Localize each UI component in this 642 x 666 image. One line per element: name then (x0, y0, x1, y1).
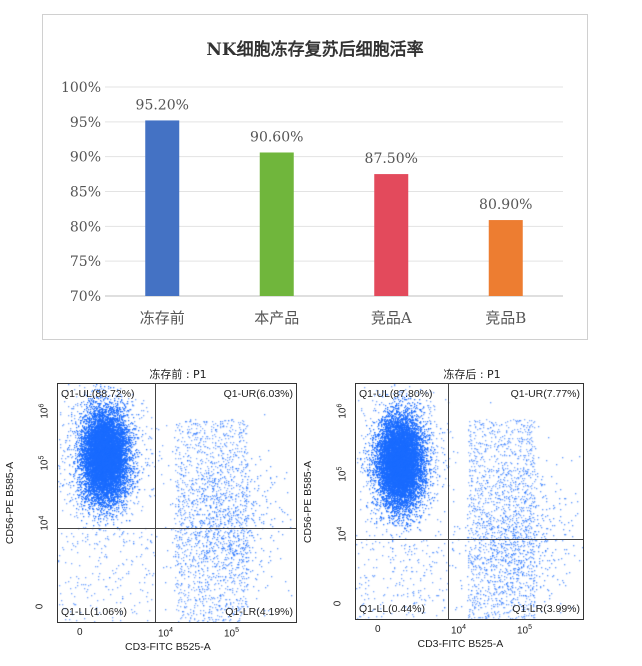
category-label: 竞品B (485, 309, 526, 327)
x-tick-label: 0 (77, 627, 83, 638)
data-label: 87.50% (365, 151, 418, 167)
bar-chart-svg: NK细胞冻存复苏后细胞活率 70% 75% 80% 85% 90% 95% 100% 95.2… (61, 39, 563, 327)
scatter-points (58, 384, 296, 622)
bar-chart: NK细胞冻存复苏后细胞活率 70% 75% 80% 85% 90% 95% 100% 95.2… (42, 14, 588, 340)
quadrant-horizontal-gate[interactable] (356, 539, 583, 540)
y-axis-label: CD56-PE B585-A (302, 460, 315, 543)
y-tick-label: 75% (70, 254, 101, 270)
quadrant-horizontal-gate[interactable] (58, 528, 296, 529)
y-tick-label: 0 (332, 600, 344, 607)
plot-title: 冻存后 : P1 (443, 368, 501, 381)
quadrant-label-ll: Q1-LL(1.06%) (61, 606, 127, 618)
quadrant-vertical-gate[interactable] (448, 384, 449, 619)
data-label: 95.20% (136, 97, 189, 113)
chart-title: NK细胞冻存复苏后细胞活率 (206, 39, 423, 60)
quadrant-label-ur: Q1-UR(6.03%) (223, 388, 293, 400)
quadrant-label-ur: Q1-UR(7.77%) (510, 388, 580, 400)
data-label: 90.60% (250, 129, 303, 145)
x-axis-label: CD3-FITC B525-A (417, 638, 504, 650)
quadrant-label-lr: Q1-LR(4.19%) (225, 606, 293, 618)
quadrant-label-lr: Q1-LR(3.99%) (512, 603, 580, 615)
quadrant-vertical-gate[interactable] (155, 384, 156, 622)
category-label: 竞品A (371, 309, 412, 327)
plot-area: Q1-UL(88.72%) Q1-UR(6.03%) Q1-LL(1.06%) Q1-… (57, 383, 297, 623)
x-tick-label: 105 (224, 627, 240, 640)
y-tick-label: 85% (70, 185, 101, 201)
x-tick-label: 105 (517, 624, 533, 637)
y-tick-label: 90% (70, 150, 101, 166)
y-tick-label: 104 (38, 515, 51, 531)
y-tick-label: 105 (336, 466, 349, 482)
plot-title: 冻存前 : P1 (149, 368, 207, 381)
bar-3 (488, 220, 523, 296)
data-label: 80.90% (479, 197, 532, 213)
x-axis-label: CD3-FITC B525-A (125, 641, 211, 653)
quadrant-label-ll: Q1-LL(0.44%) (359, 603, 425, 615)
y-tick-label: 80% (70, 219, 101, 235)
x-tick-label: 104 (451, 624, 467, 637)
plot-area: Q1-UL(87.80%) Q1-UR(7.77%) Q1-LL(0.44%) Q1-… (355, 383, 584, 620)
category-label: 冻存前 (140, 309, 185, 327)
y-tick-label: 106 (336, 403, 349, 419)
bar-0 (145, 120, 180, 296)
bar-2 (374, 174, 409, 296)
y-tick-label: 95% (70, 115, 101, 131)
y-tick-label: 70% (70, 289, 101, 305)
x-tick-label: 0 (375, 624, 381, 635)
y-tick-label: 104 (336, 526, 349, 542)
quadrant-label-ul: Q1-UL(88.72%) (61, 388, 135, 400)
y-tick-label: 106 (38, 403, 51, 419)
y-tick-label: 105 (38, 455, 51, 471)
y-tick-label: 100% (61, 80, 101, 96)
y-axis-label: CD56-PE B585-A (4, 461, 17, 545)
y-tick-label: 0 (34, 603, 46, 610)
category-label: 本产品 (254, 309, 299, 327)
bar-1 (259, 152, 294, 296)
x-tick-label: 104 (158, 627, 174, 640)
scatter-points (356, 384, 583, 619)
quadrant-label-ul: Q1-UL(87.80%) (359, 388, 433, 400)
